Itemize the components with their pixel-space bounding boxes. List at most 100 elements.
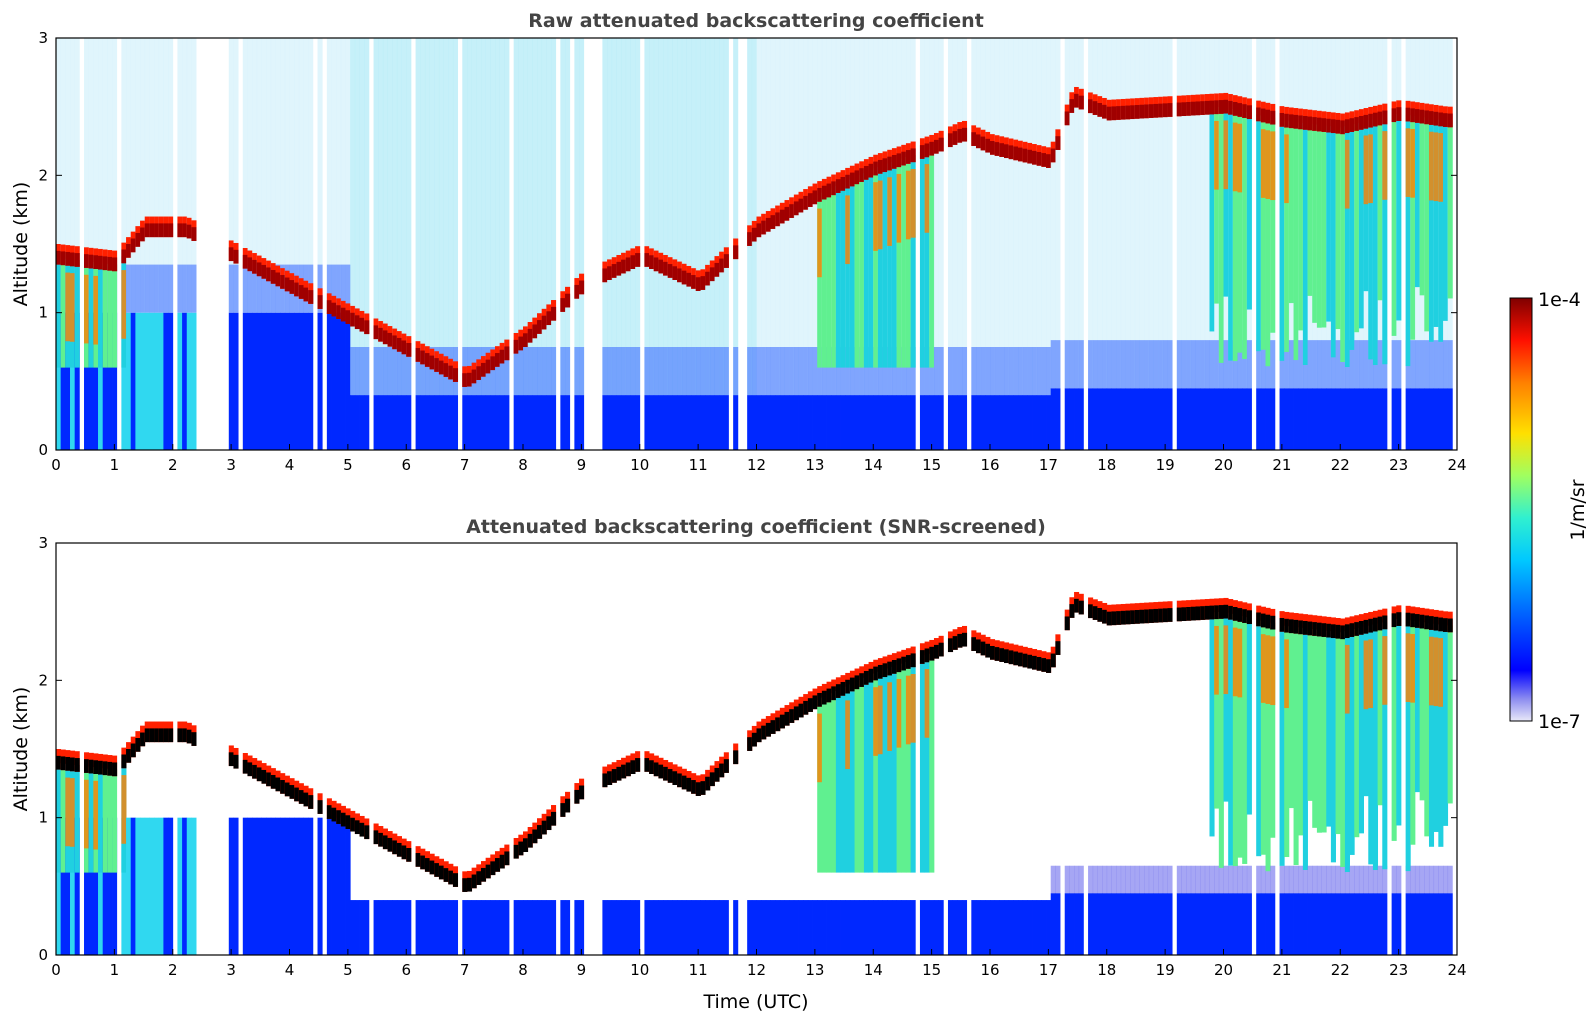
bl-column (518, 395, 524, 450)
cloud-core (574, 789, 580, 804)
cloud-core (1069, 99, 1075, 113)
bl-column (1321, 388, 1327, 450)
bl-column (990, 395, 996, 450)
bl-column (985, 900, 991, 955)
virga (1368, 625, 1374, 865)
noise-column (471, 38, 477, 396)
virga-core (1270, 636, 1276, 706)
cloud-core (1330, 119, 1336, 134)
virga-core (1438, 133, 1444, 202)
noise-column (537, 38, 543, 396)
noise-column (709, 38, 715, 396)
panel-raw-ylabel: Altitude (km) (10, 182, 32, 307)
cloud-core (107, 256, 113, 271)
cloud-core (65, 251, 71, 266)
weak-signal (1424, 865, 1430, 894)
bl-column (1237, 893, 1243, 955)
noise-low (406, 347, 412, 396)
cloud-core (452, 368, 459, 382)
cloud-core (1004, 144, 1010, 159)
bl-column (266, 312, 272, 450)
noise-low (537, 347, 543, 396)
noise-low (1293, 340, 1299, 389)
bl-column (1391, 388, 1397, 450)
virga (873, 168, 879, 368)
cloud-core (677, 268, 683, 283)
cloud-core (1298, 620, 1304, 635)
bl-column (1097, 893, 1103, 955)
cloud-core (1265, 614, 1271, 629)
cloud-core (1433, 616, 1439, 631)
noise-low (1428, 340, 1435, 389)
virga (826, 695, 832, 873)
cloud-core (849, 172, 855, 187)
bl-column (985, 395, 991, 450)
cloud-core (364, 320, 370, 335)
noise-column (985, 38, 991, 396)
bl-column (1405, 388, 1411, 450)
noise-low (985, 347, 991, 396)
weak-signal (1050, 865, 1056, 894)
noise-column (947, 38, 954, 396)
cloud-core (990, 646, 996, 660)
virga-core (1410, 128, 1416, 198)
bl-column (177, 312, 183, 450)
bl-column (527, 395, 533, 450)
cloud-core (765, 217, 771, 232)
noise-column (975, 38, 982, 396)
cloud-core (1055, 136, 1061, 150)
noise-column (1186, 38, 1192, 389)
noise-low (779, 347, 785, 396)
bl-column (994, 900, 1000, 955)
bl-column (1022, 900, 1028, 955)
noise-low (1134, 340, 1140, 389)
noise-low (1097, 340, 1103, 389)
bl-column (1405, 893, 1411, 955)
bl-column (317, 312, 323, 450)
weak-signal (1335, 865, 1341, 894)
weak-signal (1363, 865, 1369, 894)
bl-column (308, 312, 314, 450)
noise-column (275, 38, 281, 313)
noise-column (635, 38, 641, 396)
cloud-core (1321, 623, 1327, 637)
bl-column (135, 312, 141, 450)
virga (1228, 107, 1234, 361)
bl-column (793, 900, 799, 955)
cloud-core (60, 756, 66, 771)
bl-column (952, 395, 958, 450)
cloud-core (896, 153, 902, 168)
cloud-core (985, 643, 991, 658)
bl-column (1116, 893, 1122, 955)
bl-column (990, 900, 996, 955)
x-tick-label: 18 (1097, 456, 1116, 474)
bl-column (1167, 388, 1173, 450)
bl-column (714, 395, 720, 450)
virga-core (121, 270, 127, 339)
cloud-core (396, 337, 402, 352)
virga (1321, 125, 1327, 328)
cloud-core (625, 257, 631, 272)
noise-low (186, 264, 192, 313)
cloud-core (1419, 614, 1425, 629)
noise-column (1181, 38, 1187, 389)
cloud-core (919, 650, 926, 664)
noise-low (845, 347, 851, 396)
cloud-core (345, 815, 351, 829)
bl-column (1018, 900, 1024, 955)
cloud-core (1302, 621, 1308, 635)
noise-column (971, 38, 977, 396)
noise-low (494, 347, 501, 396)
noise-low (1288, 340, 1294, 389)
cloud-core (499, 349, 505, 364)
noise-low (336, 264, 342, 313)
virga (1209, 107, 1215, 332)
bl-column (1195, 388, 1201, 450)
cloud-core (663, 261, 669, 276)
bl-column (471, 395, 477, 450)
noise-low (326, 264, 332, 313)
bl-column (438, 900, 445, 955)
noise-low (541, 347, 547, 396)
cloud-core (228, 247, 234, 262)
